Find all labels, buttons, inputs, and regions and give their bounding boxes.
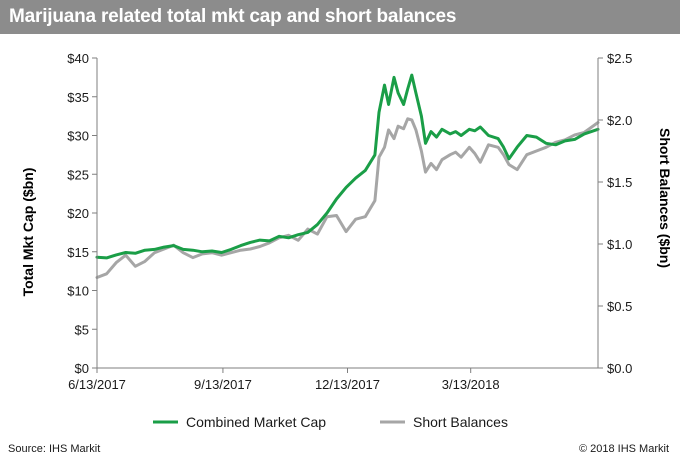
legend-label-market-cap: Combined Market Cap — [186, 414, 326, 430]
right-tick-label: $0.0 — [607, 361, 632, 376]
right-tick-label: $2.5 — [607, 51, 632, 66]
left-tick-label: $5 — [75, 322, 89, 337]
x-tick-label: 6/13/2017 — [68, 377, 126, 392]
chart-canvas: $0 $5 $10 $15 $20 $25 $30 $35 $40 $0.0 $0.5 $1.0 $1.… — [20, 51, 673, 430]
chart-title: Marijuana related total mkt cap and shor… — [9, 6, 457, 27]
left-tick-label: $35 — [67, 90, 89, 105]
right-tick-label: $1.5 — [607, 175, 632, 190]
x-tick-label: 9/13/2017 — [194, 377, 252, 392]
left-tick-label: $20 — [67, 206, 89, 221]
left-tick-label: $15 — [67, 245, 89, 260]
source-note: Source: IHS Markit — [8, 443, 101, 455]
left-tick-label: $10 — [67, 284, 89, 299]
left-tick-label: $0 — [75, 361, 89, 376]
plot-area — [95, 73, 600, 279]
right-tick-label: $2.0 — [607, 113, 632, 128]
right-axis-title: Short Balances ($bn) — [657, 128, 673, 268]
axes: $0 $5 $10 $15 $20 $25 $30 $35 $40 $0.0 $0.5 $1.0 $1.… — [67, 51, 632, 392]
x-tick-label: 3/13/2018 — [442, 377, 500, 392]
legend-label-short-balances: Short Balances — [413, 414, 508, 430]
left-tick-label: $30 — [67, 129, 89, 144]
market-cap-line — [95, 73, 600, 260]
left-tick-label: $25 — [67, 167, 89, 182]
left-axis-title: Total Mkt Cap ($bn) — [20, 168, 36, 297]
x-tick-label: 12/13/2017 — [315, 377, 380, 392]
left-tick-label: $40 — [67, 51, 89, 66]
title-bar: Marijuana related total mkt cap and shor… — [0, 0, 680, 34]
right-tick-label: $1.0 — [607, 237, 632, 252]
short-balances-line — [95, 117, 600, 279]
legend: Combined Market Cap Short Balances — [153, 414, 508, 430]
copyright-note: © 2018 IHS Markit — [578, 443, 669, 455]
right-tick-label: $0.5 — [607, 299, 632, 314]
